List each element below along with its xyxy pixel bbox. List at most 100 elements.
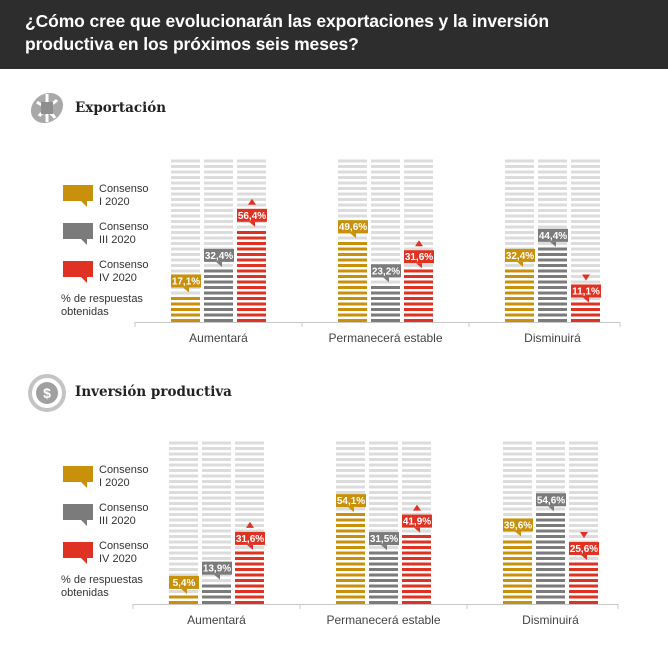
bar-stripe-empty [169,474,198,478]
bar-stripe-empty [371,209,400,212]
bar-stripe-filled [237,302,266,306]
bar-stripe-filled [204,286,233,289]
bar-value-label: 49,6% [339,222,367,233]
bar-stripe-filled [402,573,431,577]
bar-stripe-empty [336,463,365,467]
bar-stripe-filled [336,540,365,544]
bar-stripe-empty [402,491,431,494]
bar-stripe-empty [169,485,198,489]
bar-stripe-empty [171,203,200,207]
bar-stripe-empty [569,557,598,560]
bar-stripe-empty [169,540,198,544]
value-callout [404,250,434,264]
value-callout-tail [249,221,255,227]
bar-value-label: 5,4% [173,578,196,589]
bar-stripe-filled [505,275,534,278]
bar-stripe-filled [505,291,534,295]
bar-stripe-filled [338,302,367,306]
bar-stripe-empty [235,463,264,467]
bar-stripe-empty [505,159,534,163]
bar-stripe-empty [371,187,400,190]
bar-stripe-empty [204,165,233,168]
bar-stripe-empty [202,480,231,483]
bar-stripe-filled [235,573,264,577]
bar-stripe-empty [569,507,598,511]
bar-stripe-empty [169,463,198,467]
bar-stripe-empty [404,264,433,267]
bar-stripe-empty [202,579,231,582]
bar-stripe-empty [202,518,231,522]
bar-stripe-empty [235,529,264,533]
bar-stripe-empty [204,236,233,240]
bar-stripe-empty [571,159,600,163]
bar-stripe-empty [404,209,433,212]
bar-stripe-filled [338,308,367,311]
value-callout [169,575,199,589]
bar-stripe-empty [202,458,231,461]
category-label: Permanecerá estable [328,331,442,345]
legend-label-sub: IV 2020 [99,553,137,565]
bar-stripe-empty [404,176,433,179]
bar-stripe-filled [503,546,532,549]
bar-stripe-empty [171,247,200,251]
value-callout [538,228,568,242]
bar-stripe-filled [538,297,567,300]
trend-down-icon [582,274,590,281]
bar-stripe-filled [536,595,565,599]
bar-stripe-empty [235,485,264,489]
bar-stripe-filled [369,601,398,604]
bar-stripe-empty [538,165,567,168]
bar-stripe-empty [536,469,565,472]
bar-stripe-filled [237,258,266,262]
bar-stripe-empty [536,491,565,494]
bar-stripe-empty [503,480,532,483]
legend-note-line: obtenidas [61,306,109,318]
bar-stripe-filled [371,308,400,311]
bar-stripe-filled [538,258,567,262]
bar-stripe-filled [204,297,233,300]
bar-stripe-empty [505,176,534,179]
category-label: Disminuirá [524,331,581,345]
bar-stripe-empty [571,225,600,229]
value-callout-tail [515,531,521,537]
bar-stripe-filled [369,557,398,560]
bar-stripe-empty [569,513,598,516]
bar-stripe-filled [503,540,532,544]
bar-stripe-filled [171,319,200,322]
bar-stripe-empty [503,485,532,489]
value-callout [338,220,368,234]
bar-stripe-empty [369,458,398,461]
bar-stripe-filled [336,557,365,560]
bar-stripe-filled [402,590,431,593]
bar-stripe-empty [369,441,398,445]
bar-stripe-empty [235,452,264,456]
bar-stripe-empty [202,507,231,511]
bar-stripe-empty [371,203,400,207]
value-callout-tail [517,261,523,267]
bar-stripe-filled [371,319,400,322]
bar-stripe-empty [371,159,400,163]
bar-stripe-empty [569,518,598,522]
bar-value-label: 25,6% [570,544,598,555]
bar-stripe-empty [171,165,200,168]
value-callout [202,561,232,575]
bar-stripe-empty [338,203,367,207]
bar-stripe-filled [171,297,200,300]
bar-stripe-empty [371,176,400,179]
value-callout-tail [548,506,554,512]
category-label: Aumentará [189,331,248,345]
bar-stripe-filled [338,297,367,300]
bar-stripe-empty [235,458,264,461]
bar-stripe-empty [169,551,198,555]
bar-stripe-empty [503,491,532,494]
bar-stripe-filled [569,584,598,588]
bar-stripe-empty [204,220,233,223]
value-callout-tail [183,287,189,293]
bar-stripe-empty [204,225,233,229]
bar-stripe-filled [536,557,565,560]
bar-stripe-empty [404,203,433,207]
bar-value-label: 23,2% [372,266,400,277]
bar-stripe-filled [235,557,264,560]
bar-stripe-empty [369,452,398,456]
bar-stripe-empty [371,247,400,251]
